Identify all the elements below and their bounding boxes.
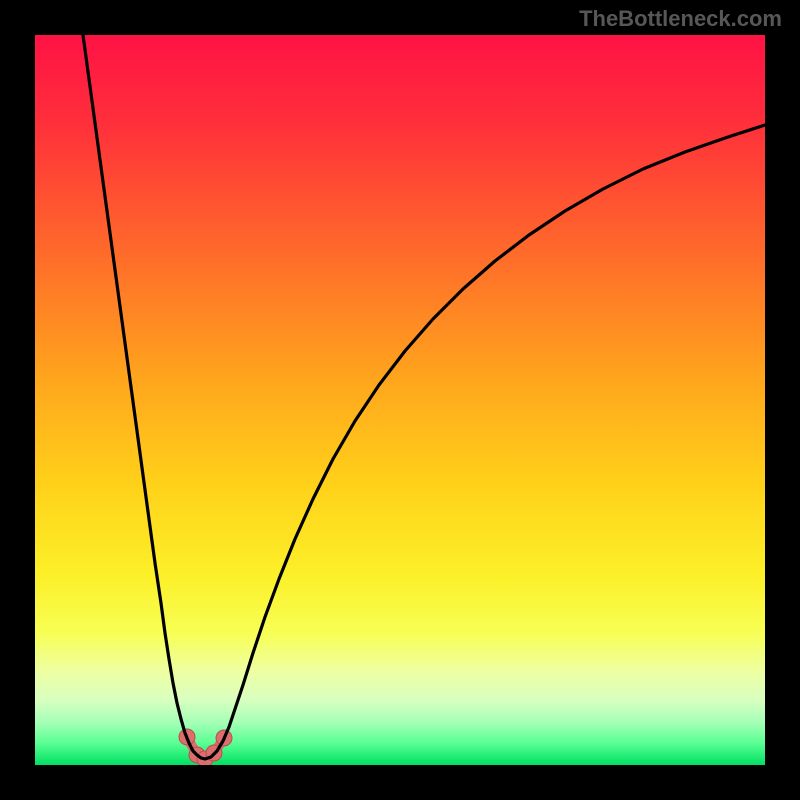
watermark-text: TheBottleneck.com bbox=[579, 6, 782, 32]
plot-area bbox=[35, 35, 765, 765]
curve-layer bbox=[35, 35, 765, 765]
bottleneck-curve bbox=[83, 35, 765, 759]
chart-frame: TheBottleneck.com bbox=[0, 0, 800, 800]
